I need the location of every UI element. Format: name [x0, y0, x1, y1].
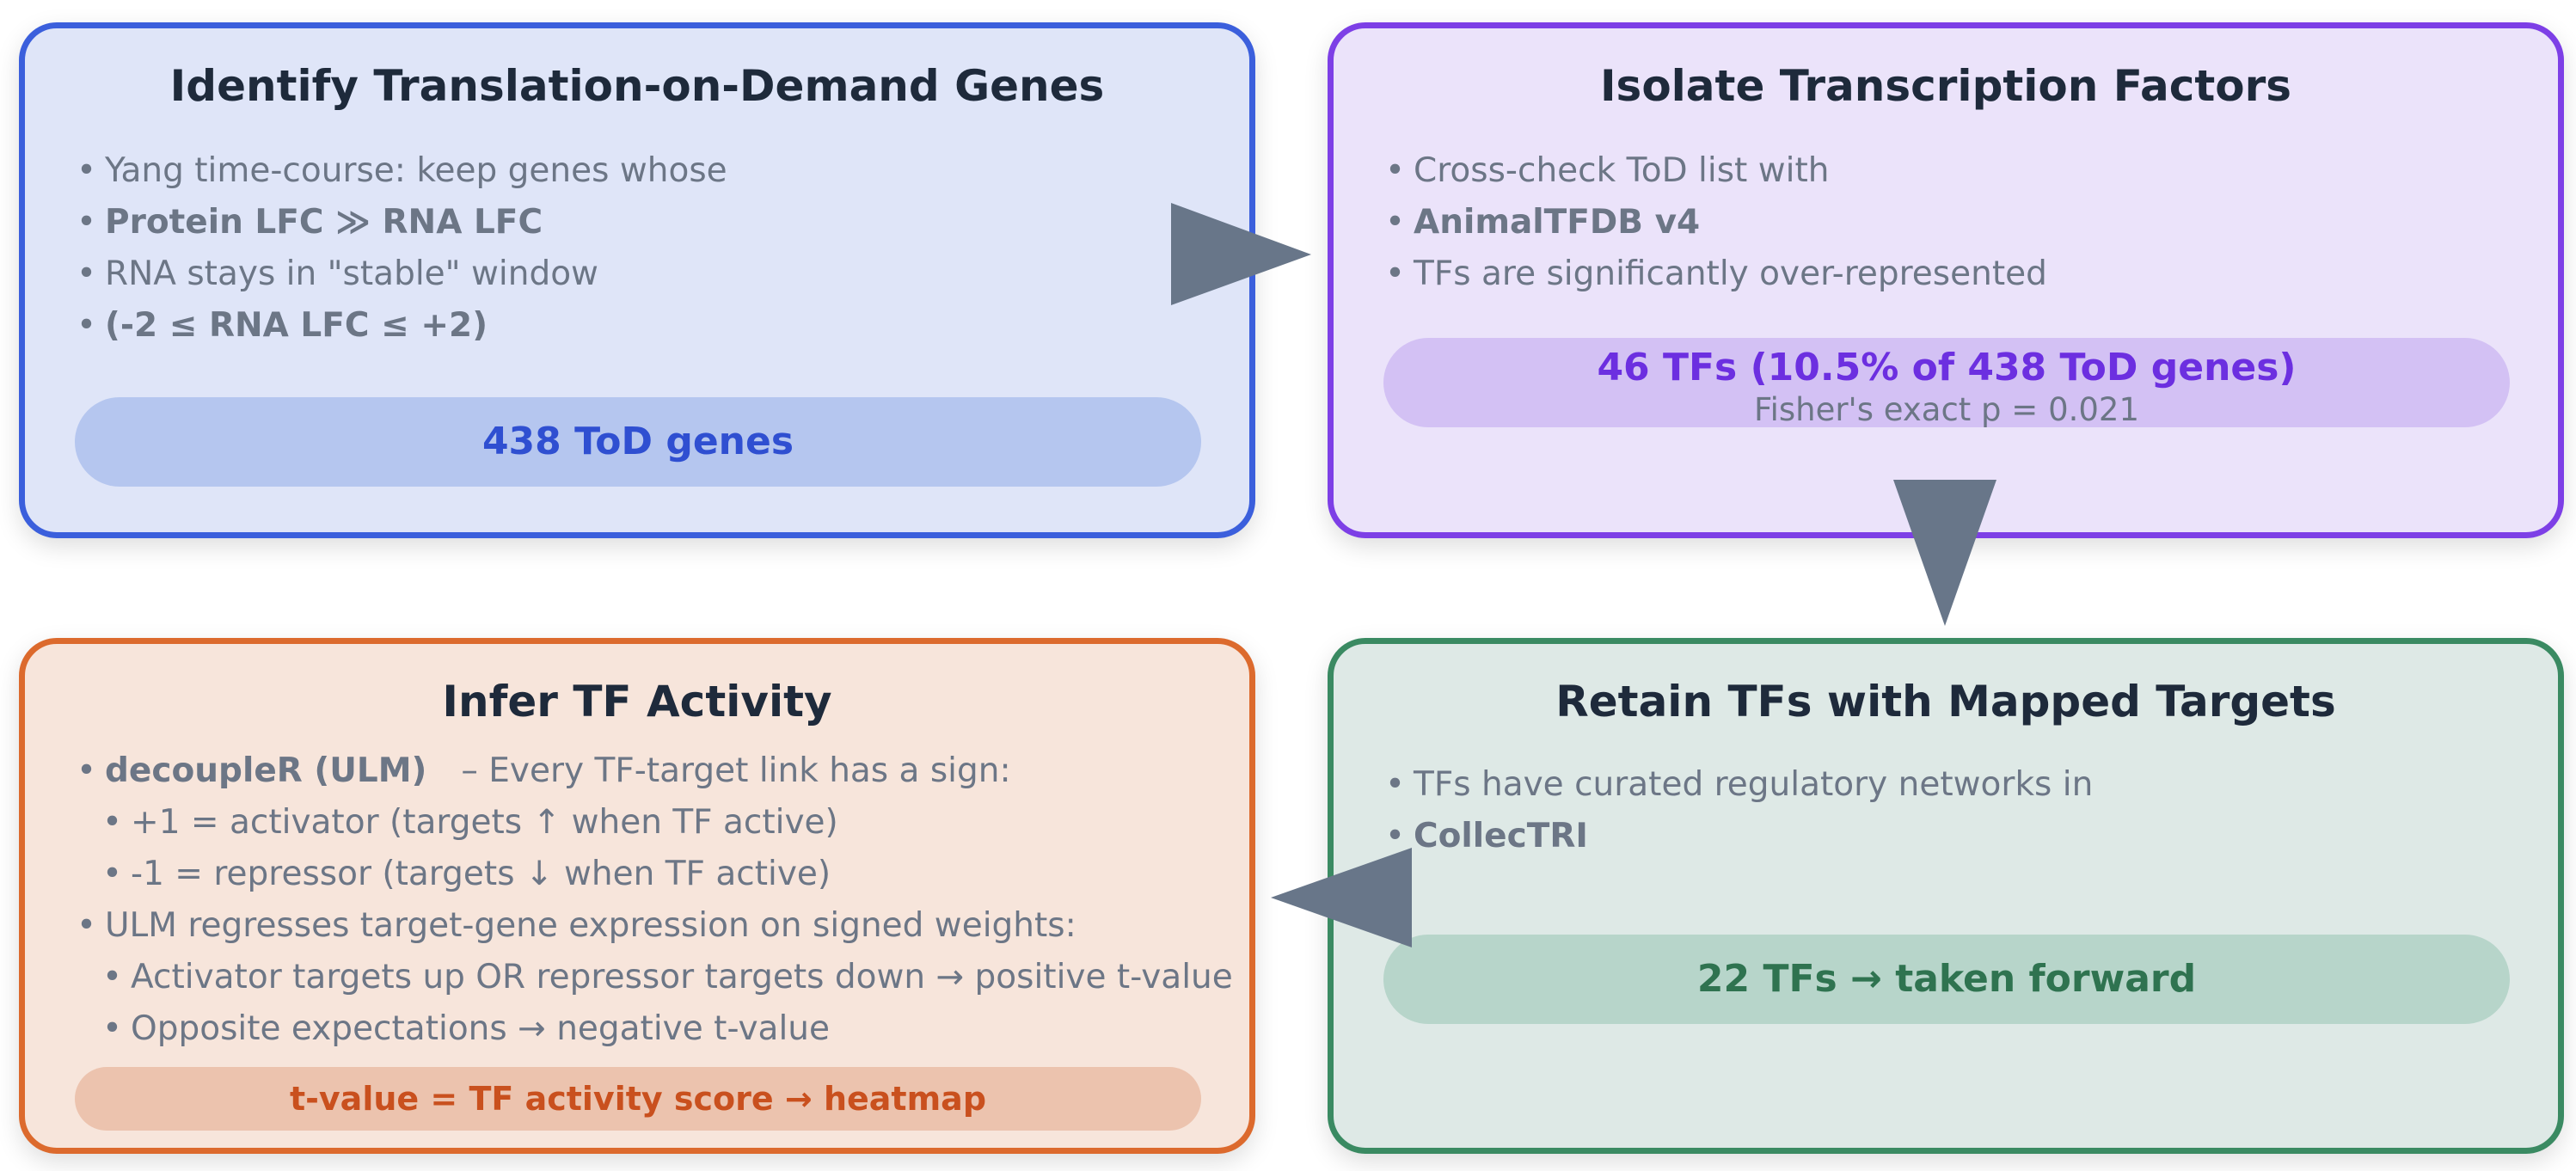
arrow-identify-to-isolate — [1171, 203, 1311, 305]
identify-tod-genes-card: Identify Translation-on-Demand Genes • Ya… — [19, 22, 1255, 538]
retain-bullet-list: • TFs have curated regulatory networks in… — [1385, 759, 2093, 862]
isolate-bullet-1: • Cross-check ToD list with — [1385, 151, 1830, 190]
infer-bullet-2: • +1 = activator (targets ↑ when TF activ… — [102, 803, 838, 842]
isolate-tfs-card: Isolate Transcription Factors • Cross-che… — [1328, 22, 2564, 538]
isolate-bullet-list: • Cross-check ToD list with • AnimalTFDB v… — [1385, 145, 2047, 300]
retain-card-title: Retain TFs with Mapped Targets — [1555, 677, 2336, 727]
tod-genes-result: 438 ToD genes — [481, 420, 794, 463]
infer-bullet-list: • decoupleR (ULM) – Every TF-target link h… — [77, 745, 1233, 1055]
identify-bullet-3: • RNA stays in "stable" window — [77, 254, 598, 293]
tod-genes-result-pill: 438 ToD genes — [75, 397, 1201, 487]
identify-bullet-4: • (-2 ≤ RNA LFC ≤ +2) — [77, 306, 488, 345]
infer-bullet-6: • Opposite expectations → negative t-valu… — [102, 1009, 830, 1048]
retain-tfs-card: Retain TFs with Mapped Targets • TFs have… — [1328, 638, 2564, 1154]
infer-tf-activity-card: Infer TF Activity • decoupleR (ULM) – Ever… — [19, 638, 1255, 1154]
infer-bullet-3: • -1 = repressor (targets ↓ when TF activ… — [102, 855, 831, 893]
arrow-isolate-to-retain — [1893, 480, 1996, 626]
retain-bullet-1: • TFs have curated regulatory networks in — [1385, 765, 2094, 804]
infer-bullet-5: • Activator targets up OR repressor targe… — [102, 958, 1233, 996]
identify-bullet-list: • Yang time-course: keep genes whose • Pro… — [77, 145, 727, 352]
taken-forward-result-pill: 22 TFs → taken forward — [1383, 935, 2510, 1024]
retain-bullet-2: • CollecTRI — [1385, 817, 1588, 855]
arrow-retain-to-infer — [1271, 848, 1412, 947]
fisher-test-result: Fisher's exact p = 0.021 — [1753, 391, 2139, 428]
infer-card-title: Infer TF Activity — [442, 677, 832, 727]
isolate-card-title: Isolate Transcription Factors — [1599, 61, 2292, 111]
infer-bullet-1: • decoupleR (ULM) – Every TF-target link h… — [77, 751, 1011, 790]
identify-bullet-1: • Yang time-course: keep genes whose — [77, 151, 727, 190]
tf-activity-result-pill: t-value = TF activity score → heatmap — [75, 1067, 1201, 1131]
isolate-bullet-3: • TFs are significantly over-represented — [1385, 254, 2047, 293]
identify-card-title: Identify Translation-on-Demand Genes — [169, 61, 1105, 111]
isolate-bullet-2: • AnimalTFDB v4 — [1385, 203, 1701, 242]
tf-activity-result: t-value = TF activity score → heatmap — [289, 1080, 987, 1118]
identify-bullet-2: • Protein LFC ≫ RNA LFC — [77, 203, 543, 242]
taken-forward-result: 22 TFs → taken forward — [1696, 957, 2197, 1001]
tfs-result: 46 TFs (10.5% of 438 ToD genes) — [1597, 346, 2297, 389]
infer-bullet-4: • ULM regresses target-gene expression on… — [77, 906, 1076, 945]
tfs-result-pill: 46 TFs (10.5% of 438 ToD genes) Fisher's… — [1383, 338, 2510, 427]
